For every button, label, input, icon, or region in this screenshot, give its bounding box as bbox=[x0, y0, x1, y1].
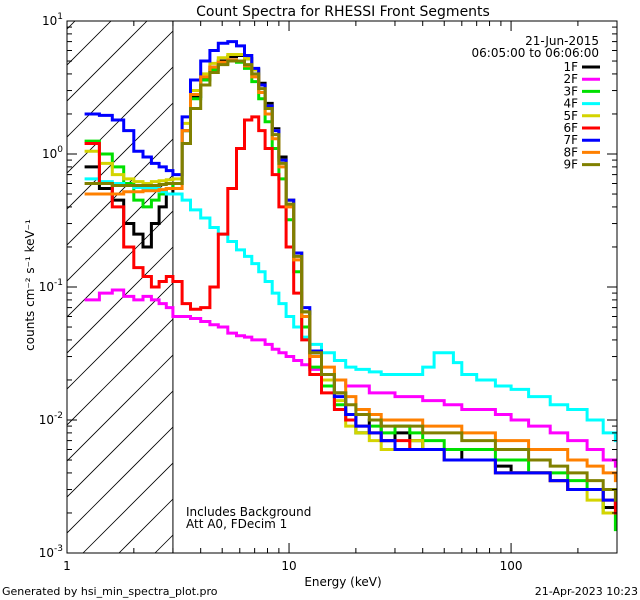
legend-label-2F: 2F bbox=[563, 72, 578, 86]
series-line-4F bbox=[84, 177, 617, 443]
y-axis-label: counts cm⁻² s⁻¹ keV⁻¹ bbox=[23, 219, 37, 351]
y-tick-label: 10-1 bbox=[39, 278, 63, 294]
legend-label-4F: 4F bbox=[563, 97, 578, 111]
legend-label-9F: 9F bbox=[563, 158, 578, 172]
legend-label-3F: 3F bbox=[563, 84, 578, 98]
hatch-mask bbox=[172, 21, 617, 553]
chart-title: Count Spectra for RHESSI Front Segments bbox=[196, 4, 490, 20]
x-tick-label: 1 bbox=[63, 559, 71, 573]
tick-labels: 1 10 100 101 100 10-1 10-2 10-3 bbox=[39, 12, 523, 573]
x-tick-label: 100 bbox=[500, 559, 523, 573]
axes bbox=[66, 20, 618, 554]
annotation-background: Includes Background bbox=[186, 505, 311, 519]
y-tick-label: 10-3 bbox=[39, 544, 63, 560]
date-label: 21-Jun-2015 bbox=[525, 34, 599, 48]
y-tick-label: 100 bbox=[42, 145, 63, 161]
legend-label-8F: 8F bbox=[563, 145, 578, 159]
legend-label-5F: 5F bbox=[563, 109, 578, 123]
annotation-attenuator: Att A0, FDecim 1 bbox=[186, 517, 287, 531]
legend-label-1F: 1F bbox=[563, 60, 578, 74]
series-line-9F bbox=[84, 59, 617, 502]
legend-label-7F: 7F bbox=[563, 133, 578, 147]
footer-timestamp: 21-Apr-2023 10:23 bbox=[535, 585, 638, 598]
time-range-label: 06:05:00 to 06:06:00 bbox=[472, 46, 599, 60]
series-line-8F bbox=[84, 58, 617, 483]
hatch-line bbox=[67, 21, 184, 138]
hatch-line bbox=[67, 21, 220, 174]
x-axis-label: Energy (keV) bbox=[304, 575, 381, 589]
x-tick-label: 10 bbox=[281, 559, 296, 573]
legend-label-6F: 6F bbox=[563, 121, 578, 135]
y-tick-label: 10-2 bbox=[39, 411, 63, 427]
series-layer bbox=[84, 40, 617, 532]
y-tick-label: 101 bbox=[42, 12, 63, 28]
footer-generated-by: Generated by hsi_min_spectra_plot.pro bbox=[2, 585, 218, 598]
series-line-2F bbox=[84, 288, 617, 468]
hatched-region bbox=[67, 21, 617, 553]
series-line-7F bbox=[84, 40, 617, 502]
